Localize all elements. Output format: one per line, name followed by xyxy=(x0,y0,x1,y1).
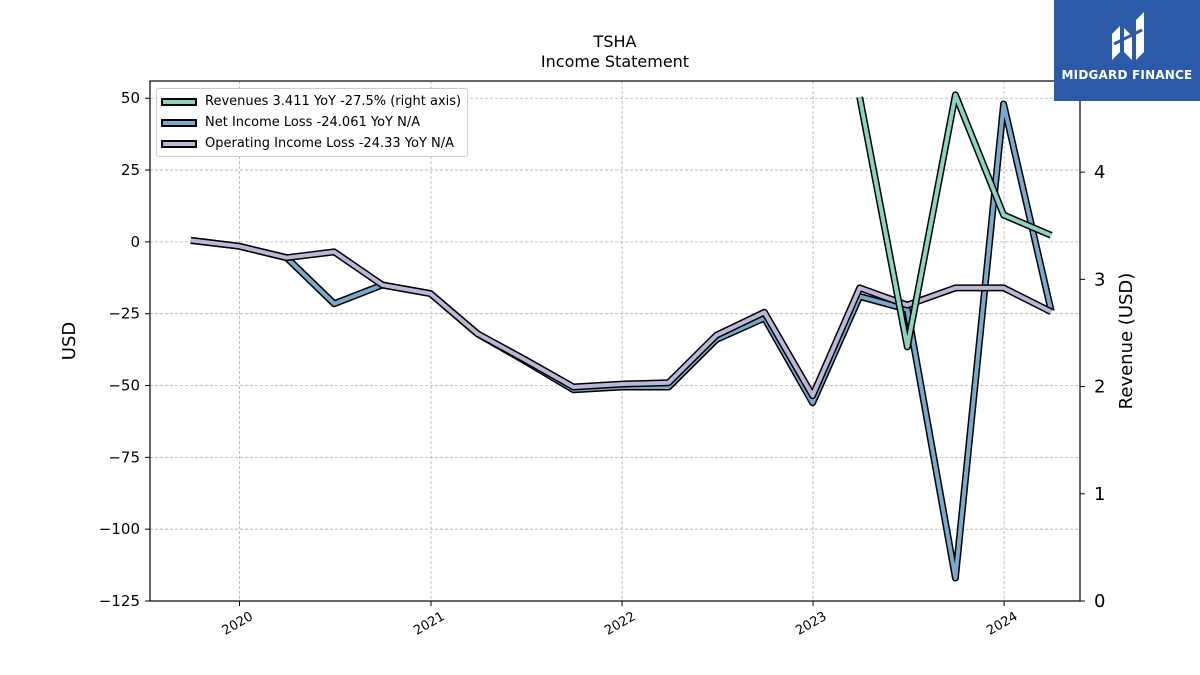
legend-label-net-income-loss: Net Income Loss -24.061 YoY N/A xyxy=(205,115,421,130)
y-left-tick-label: 0 xyxy=(130,233,140,251)
y-left-tick-label: −75 xyxy=(108,448,140,466)
chart-title: TSHA xyxy=(593,32,637,51)
series-lines xyxy=(190,91,1055,582)
y-right-tick-label: 4 xyxy=(1094,162,1105,183)
y-right-tick-label: 1 xyxy=(1094,484,1105,505)
legend-label-operating-income-loss: Operating Income Loss -24.33 YoY N/A xyxy=(205,136,455,151)
y-right-tick-label: 0 xyxy=(1094,591,1105,612)
legend-item-revenues: Revenues 3.411 YoY -27.5% (right axis) xyxy=(161,91,461,112)
legend-swatch-net-income-loss xyxy=(161,118,197,127)
brand-name: MIDGARD FINANCE xyxy=(1061,68,1193,82)
y-right-tick-label: 2 xyxy=(1094,377,1105,398)
series-line-operating-income-loss xyxy=(190,238,1053,398)
y-left-axis-label: USD xyxy=(59,322,80,360)
y-left-tick-label: −100 xyxy=(99,520,140,538)
chart-subtitle: Income Statement xyxy=(540,52,690,71)
y-left-tick-label: −50 xyxy=(108,377,140,395)
legend-swatch-operating-income-loss xyxy=(161,139,197,148)
plot-frame xyxy=(149,80,1081,602)
y-left-tick-label: −25 xyxy=(108,305,140,323)
x-tick-label: 2021 xyxy=(411,609,447,639)
legend-swatch-revenues xyxy=(161,97,197,106)
x-tick-label: 2022 xyxy=(602,609,638,639)
chart-legend: Revenues 3.411 YoY -27.5% (right axis) N… xyxy=(156,88,469,157)
y-left-tick-label: −125 xyxy=(99,592,140,610)
y-left-tick-label: 25 xyxy=(121,161,140,179)
series-line-net-income-loss xyxy=(190,102,1054,580)
y-right-axis-label: Revenue (USD) xyxy=(1116,273,1137,410)
legend-label-revenues: Revenues 3.411 YoY -27.5% (right axis) xyxy=(205,94,462,109)
legend-item-net-income-loss: Net Income Loss -24.061 YoY N/A xyxy=(161,112,461,133)
brand-logo: MIDGARD FINANCE xyxy=(1054,0,1200,101)
y-left-tick-label: 50 xyxy=(121,89,140,107)
series-outline-net-income-loss xyxy=(190,100,1055,582)
y-right-tick-label: 3 xyxy=(1094,269,1105,290)
x-tick-label: 2020 xyxy=(220,609,256,639)
series-line-revenues xyxy=(857,92,1052,349)
legend-item-operating-income-loss: Operating Income Loss -24.33 YoY N/A xyxy=(161,133,461,154)
brand-mark-icon xyxy=(1112,12,1144,60)
x-tick-label: 2024 xyxy=(984,609,1020,639)
x-tick-label: 2023 xyxy=(793,609,829,639)
